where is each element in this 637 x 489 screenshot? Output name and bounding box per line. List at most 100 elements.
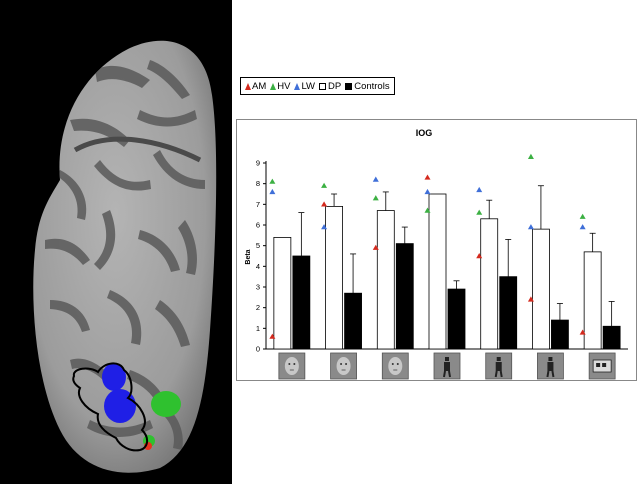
y-tick-label: 6: [256, 221, 260, 230]
y-tick-label: 5: [256, 241, 260, 250]
y-tick-label: 7: [256, 200, 260, 209]
category-icons: [278, 352, 616, 380]
object-detail: [596, 363, 601, 367]
roi-blue-upper: [102, 363, 126, 391]
bar-dp: [325, 206, 343, 350]
marker-lw: [476, 186, 483, 193]
legend-item-lw: LW: [294, 81, 315, 92]
bar-controls: [292, 255, 311, 350]
leg-shape: [448, 370, 451, 378]
y-axis-label: Beta: [245, 249, 252, 264]
legend-label: AM: [252, 80, 267, 92]
bar-controls: [344, 292, 362, 350]
torso-shape: [495, 362, 502, 371]
marker-lw: [527, 224, 534, 230]
y-tick-label: 1: [256, 324, 260, 333]
marker-hv: [579, 213, 586, 219]
legend-item-dp: DP: [319, 81, 341, 92]
filled-square-icon: [345, 82, 353, 90]
sulci-pattern: [45, 60, 205, 450]
eye-shape: [391, 363, 394, 365]
head-shape: [445, 357, 449, 361]
bar-dp: [428, 193, 447, 350]
eye-shape: [340, 363, 343, 365]
face-photo-icon: [381, 352, 409, 380]
leg-shape: [494, 370, 498, 378]
legend-label: DP: [328, 80, 342, 92]
marker-am: [321, 201, 328, 207]
torso-shape: [547, 362, 554, 371]
y-tick-label: 3: [256, 283, 260, 292]
individual-markers: [269, 153, 586, 339]
face-shape: [284, 357, 299, 375]
marker-am: [579, 329, 586, 335]
marker-lw: [424, 188, 431, 195]
triangle-icon: [270, 82, 277, 90]
body-photo-icon: [537, 352, 564, 380]
marker-hv: [269, 178, 276, 184]
eye-shape: [396, 363, 399, 365]
y-tick-label: 8: [256, 179, 260, 188]
marker-hv: [372, 195, 379, 201]
eye-shape: [293, 363, 296, 365]
marker-am: [372, 244, 379, 250]
object-shape: [592, 359, 612, 373]
bar-dp: [480, 218, 499, 350]
marker-lw: [372, 176, 379, 182]
leg-shape: [551, 370, 555, 378]
y-tick-label: 9: [256, 159, 260, 168]
leg-shape: [546, 370, 550, 378]
marker-lw: [321, 224, 328, 230]
y-tick-label: 2: [256, 303, 260, 312]
legend-item-am: AM: [245, 81, 266, 92]
marker-lw: [579, 224, 586, 230]
legend-item-hv: HV: [270, 81, 290, 92]
triangle-icon: [245, 82, 251, 90]
marker-hv: [476, 209, 483, 215]
bar-controls: [395, 243, 414, 350]
legend-label: Controls: [354, 80, 390, 92]
bar-dp: [273, 237, 292, 350]
body-photo-icon: [485, 352, 513, 380]
eye-shape: [288, 363, 291, 365]
brain-surface-image: [0, 0, 232, 484]
brain-surface-svg: [0, 0, 232, 484]
face-shape: [388, 357, 403, 375]
torso-shape: [444, 362, 450, 371]
leg-shape: [443, 370, 446, 378]
bar-groups: [273, 185, 621, 350]
surface-fold-line: [73, 136, 202, 163]
bar-controls: [602, 325, 621, 350]
face-shape: [336, 357, 351, 375]
iog-bar-chart: IOG Beta 0 1 2 3 4 5 6 7 8 9: [236, 119, 637, 381]
face-photo-icon: [330, 352, 357, 380]
leg-shape: [499, 370, 503, 378]
bar-dp: [532, 228, 550, 350]
marker-am: [269, 333, 276, 339]
legend-item-controls: Controls: [345, 80, 390, 92]
triangle-icon: [294, 82, 301, 90]
roi-green: [151, 391, 181, 417]
eye-shape: [345, 363, 348, 365]
bar-dp: [376, 210, 395, 350]
chart-svg: IOG Beta 0 1 2 3 4 5 6 7 8 9: [236, 119, 637, 381]
chart-title: IOG: [416, 128, 433, 138]
legend-label: HV: [277, 80, 291, 92]
marker-hv: [527, 153, 534, 159]
marker-am: [527, 296, 534, 302]
object-photo-icon: [588, 352, 616, 380]
bar-dp: [583, 251, 602, 350]
marker-hv: [424, 207, 431, 213]
face-photo-icon: [278, 352, 306, 380]
object-detail: [602, 363, 607, 367]
y-tick-label: 0: [256, 345, 260, 354]
bar-controls: [551, 319, 569, 350]
roi-outline: [72, 362, 148, 452]
head-shape: [548, 357, 553, 361]
marker-hv: [321, 182, 328, 188]
y-tick-label: 4: [256, 262, 260, 271]
body-photo-icon: [433, 352, 461, 380]
marker-am: [476, 253, 483, 259]
bar-controls: [499, 276, 518, 350]
head-shape: [496, 357, 501, 361]
